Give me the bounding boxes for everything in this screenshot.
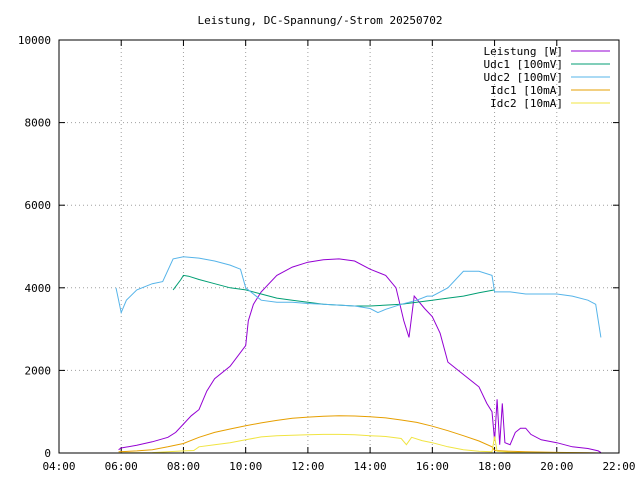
y-tick-label: 2000 [25, 364, 52, 377]
legend-label: Idc2 [10mA] [490, 97, 563, 110]
series-line-4 [118, 415, 601, 454]
x-tick-label: 12:00 [291, 460, 324, 473]
x-tick-label: 16:00 [416, 460, 449, 473]
y-tick-label: 10000 [18, 34, 51, 47]
chart-title: Leistung, DC-Spannung/-Strom 20250702 [197, 14, 442, 27]
x-tick-label: 06:00 [105, 460, 138, 473]
y-tick-label: 0 [44, 447, 51, 460]
x-tick-label: 20:00 [540, 460, 573, 473]
y-tick-label: 8000 [25, 117, 52, 130]
y-tick-label: 6000 [25, 199, 52, 212]
series-line-2 [172, 274, 495, 307]
legend-label: Udc1 [100mV] [484, 58, 563, 71]
x-tick-label: 18:00 [478, 460, 511, 473]
series-line-1 [118, 258, 602, 454]
y-axis-labels: 0 2000 4000 6000 8000 10000 [18, 34, 51, 460]
legend-label: Leistung [W] [484, 45, 563, 58]
series-lines [115, 256, 602, 454]
legend: Leistung [W]Udc1 [100mV]Udc2 [100mV]Idc1… [484, 45, 610, 110]
legend-label: Idc1 [10mA] [490, 84, 563, 97]
grid-lines [59, 40, 619, 453]
legend-label: Udc2 [100mV] [484, 71, 563, 84]
x-axis-labels: 04:00 06:00 08:00 10:00 12:00 14:00 16:00 18:00… [42, 460, 635, 473]
series-line-3 [115, 256, 602, 338]
y-tick-label: 4000 [25, 282, 52, 295]
x-tick-label: 08:00 [167, 460, 200, 473]
x-tick-label: 04:00 [42, 460, 75, 473]
x-tick-label: 10:00 [229, 460, 262, 473]
x-tick-label: 22:00 [602, 460, 635, 473]
x-tick-label: 14:00 [354, 460, 387, 473]
series-line-5 [118, 433, 601, 454]
plot-frame [58, 39, 620, 454]
